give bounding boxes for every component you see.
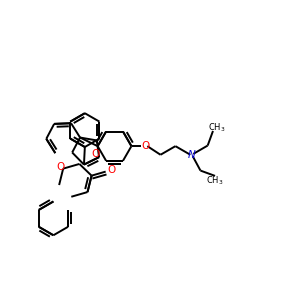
Text: O: O [57, 162, 65, 172]
Text: CH$_3$: CH$_3$ [208, 122, 226, 134]
Text: CH$_3$: CH$_3$ [206, 175, 224, 188]
Text: O: O [141, 141, 149, 151]
Text: O: O [108, 165, 116, 175]
Text: O: O [92, 149, 100, 159]
Text: N: N [188, 150, 195, 160]
